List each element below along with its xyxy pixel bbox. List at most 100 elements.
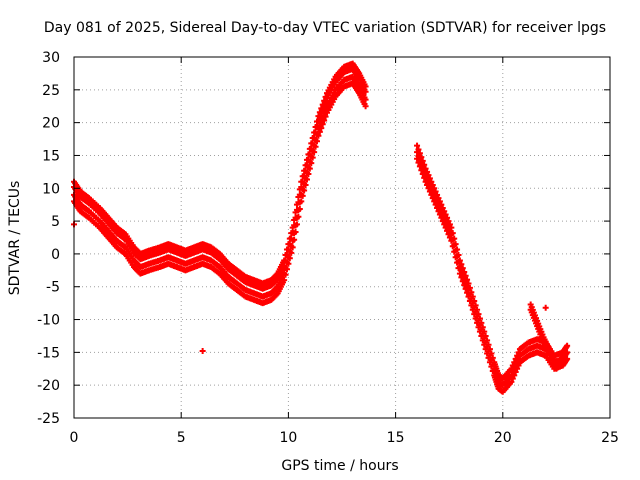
data-point xyxy=(446,234,453,241)
series-outliers xyxy=(71,221,549,355)
data-point xyxy=(291,236,298,243)
data-point xyxy=(425,172,432,179)
data-point xyxy=(305,171,312,178)
data-point xyxy=(293,221,300,228)
data-point xyxy=(484,350,491,357)
plot-frame xyxy=(73,56,611,419)
series-segment-3 xyxy=(527,301,566,372)
data-point xyxy=(466,284,473,291)
data-point xyxy=(298,198,305,205)
data-point xyxy=(292,209,299,216)
y-tick-label: 15 xyxy=(42,148,60,164)
data-point xyxy=(469,306,476,313)
data-point xyxy=(454,259,461,266)
data-point xyxy=(449,243,456,250)
data-point xyxy=(509,375,516,382)
data-point xyxy=(449,230,456,237)
data-point xyxy=(292,229,299,236)
data-point xyxy=(512,355,519,362)
data-point xyxy=(478,332,485,339)
data-point xyxy=(424,181,431,188)
data-point xyxy=(415,146,422,153)
data-point xyxy=(321,97,328,104)
data-point xyxy=(455,265,462,272)
data-point xyxy=(439,204,446,211)
data-point xyxy=(421,161,428,168)
data-point xyxy=(461,282,468,289)
data-point xyxy=(428,178,435,185)
data-point xyxy=(301,187,308,194)
data-point xyxy=(442,224,449,231)
data-point xyxy=(462,285,469,292)
data-point xyxy=(482,346,489,353)
data-point xyxy=(289,244,296,251)
data-point xyxy=(296,206,303,213)
data-point xyxy=(446,221,453,228)
data-point xyxy=(438,201,445,208)
data-point xyxy=(283,246,290,253)
data-point xyxy=(424,168,431,175)
data-point xyxy=(436,211,443,218)
data-point xyxy=(286,235,293,242)
data-point xyxy=(316,128,323,135)
data-point xyxy=(285,241,292,248)
data-point xyxy=(418,154,425,161)
data-point xyxy=(313,118,320,125)
data-point xyxy=(321,117,328,124)
data-point xyxy=(429,181,436,188)
data-point xyxy=(312,124,319,131)
data-point xyxy=(415,159,422,166)
y-tick-label: -15 xyxy=(37,345,60,361)
data-point xyxy=(489,367,496,374)
x-axis-label: GPS time / hours xyxy=(281,458,398,474)
data-point xyxy=(441,208,448,215)
x-tick-label: 5 xyxy=(177,430,186,446)
data-point xyxy=(465,293,472,300)
data-point xyxy=(432,188,439,195)
data-point xyxy=(514,365,521,372)
data-point xyxy=(476,328,483,335)
y-tick-label: -10 xyxy=(37,313,60,329)
data-point xyxy=(302,181,309,188)
y-tick-label: -20 xyxy=(37,378,60,394)
data-point xyxy=(441,221,448,228)
data-point xyxy=(432,201,439,208)
y-tick-label: 20 xyxy=(42,116,60,132)
data-point xyxy=(318,105,325,112)
data-point xyxy=(422,165,429,172)
y-tick-label: 5 xyxy=(51,214,60,230)
data-point xyxy=(305,151,312,158)
data-point xyxy=(474,319,481,326)
data-point xyxy=(303,176,310,183)
data-point xyxy=(514,352,521,359)
data-point xyxy=(559,353,566,360)
data-point xyxy=(291,216,298,223)
data-point xyxy=(452,254,459,261)
data-point xyxy=(288,249,295,256)
data-point xyxy=(421,174,428,181)
data-point xyxy=(461,268,468,275)
data-point xyxy=(511,372,518,379)
data-point xyxy=(444,227,451,234)
data-point xyxy=(515,362,522,369)
data-point xyxy=(322,93,329,100)
data-point xyxy=(479,337,486,344)
data-point xyxy=(426,188,433,195)
data-point xyxy=(511,359,518,366)
data-point xyxy=(419,171,426,178)
x-tick-label: 15 xyxy=(387,430,405,446)
x-tick-label: 25 xyxy=(601,430,619,446)
y-axis-label: SDTVAR / TECUs xyxy=(7,181,23,296)
data-point xyxy=(422,178,429,185)
data-point xyxy=(475,324,482,331)
data-point xyxy=(281,257,288,264)
x-tick-label: 0 xyxy=(70,430,79,446)
data-point xyxy=(425,185,432,192)
y-tick-label: -5 xyxy=(46,280,60,296)
data-point xyxy=(458,274,465,281)
data-point xyxy=(313,138,320,145)
data-point xyxy=(466,297,473,304)
data-point xyxy=(419,157,426,164)
data-point xyxy=(301,167,308,174)
data-point xyxy=(542,304,549,311)
